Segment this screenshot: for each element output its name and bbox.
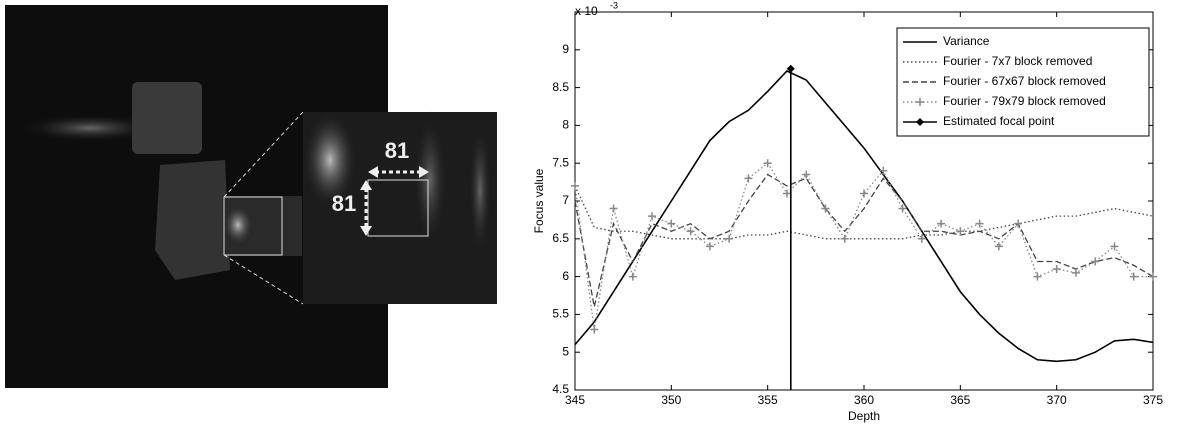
marker xyxy=(975,219,984,228)
marker xyxy=(786,64,795,73)
y-tick-label: 9 xyxy=(562,42,569,56)
marker xyxy=(1129,272,1138,281)
y-axis-label: Focus value xyxy=(532,168,546,233)
marker xyxy=(840,234,849,243)
marker xyxy=(1110,242,1119,251)
marker xyxy=(898,204,907,213)
x-axis-label: Depth xyxy=(848,409,880,423)
marker xyxy=(667,219,676,228)
marker xyxy=(590,325,599,334)
series-line xyxy=(574,69,1154,363)
marker xyxy=(821,204,830,213)
legend-label: Fourier - 67x67 block removed xyxy=(943,74,1106,88)
marker xyxy=(782,189,791,198)
series-line xyxy=(574,173,1154,307)
y-tick-label: 5 xyxy=(562,344,569,358)
marker xyxy=(705,242,714,251)
marker xyxy=(994,242,1003,251)
marker xyxy=(763,159,772,168)
chart: 4.5 5 5.5 6 6.5 7 7.5 8 8.5 9 345 350 355 360 365 370 37… xyxy=(532,0,1163,423)
marker xyxy=(1033,272,1042,281)
y-tick-label: 6.5 xyxy=(552,231,569,245)
marker xyxy=(1149,272,1157,281)
annotation: 81 xyxy=(385,138,409,163)
y-tick-label: 8.5 xyxy=(552,80,569,94)
marker xyxy=(1071,268,1080,277)
x-tick-label: 345 xyxy=(565,393,585,407)
x-tick-label: 350 xyxy=(661,393,681,407)
x-tick-label: 370 xyxy=(1047,393,1067,407)
y-tick-label: 5.5 xyxy=(552,307,569,321)
marker xyxy=(937,219,946,228)
marker xyxy=(956,227,965,236)
y-multiplier-exponent: -3 xyxy=(610,0,618,10)
series-line xyxy=(574,185,1154,240)
x-tick-label: 375 xyxy=(1143,393,1163,407)
marker xyxy=(1014,219,1023,228)
y-tick-label: 7 xyxy=(562,193,569,207)
microscope-image: 81 81 xyxy=(5,5,497,388)
marker xyxy=(744,174,753,183)
y-tick-label: 4.5 xyxy=(552,382,569,396)
marker xyxy=(860,189,868,198)
x-tick-label: 360 xyxy=(854,393,874,407)
x-tick-label: 365 xyxy=(950,393,970,407)
annotation: 81 xyxy=(332,191,356,216)
legend-marker xyxy=(916,118,924,126)
marker xyxy=(725,234,734,243)
marker xyxy=(1091,257,1100,266)
marker xyxy=(609,204,618,213)
legend-label: Fourier - 79x79 block removed xyxy=(943,94,1106,108)
marker xyxy=(802,170,811,179)
legend-label: Variance xyxy=(943,34,990,48)
marker xyxy=(879,166,888,175)
legend-marker xyxy=(916,98,924,106)
x-tick-label: 355 xyxy=(758,393,778,407)
legend-box xyxy=(896,27,1150,137)
y-tick-label: 6 xyxy=(562,269,569,283)
legend-label: Fourier - 7x7 block removed xyxy=(943,54,1092,68)
marker xyxy=(648,212,657,221)
marker xyxy=(571,181,579,190)
marker xyxy=(1052,265,1061,274)
y-tick-label: 8 xyxy=(562,118,569,132)
marker xyxy=(628,272,637,281)
y-multiplier: x 10 xyxy=(575,4,598,18)
marker xyxy=(686,227,695,236)
y-tick-label: 7.5 xyxy=(552,155,569,169)
marker xyxy=(917,234,926,243)
legend-label: Estimated focal point xyxy=(943,114,1055,128)
